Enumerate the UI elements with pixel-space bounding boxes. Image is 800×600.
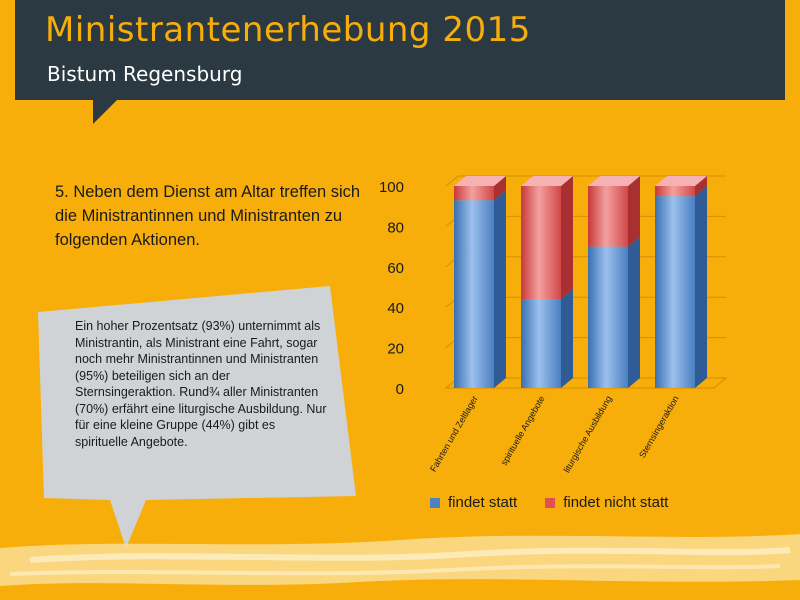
question-text: 5. Neben dem Dienst am Altar treffen sic… (55, 183, 361, 249)
legend-label-findet-statt: findet statt (448, 494, 518, 511)
bar-segment (521, 186, 561, 300)
brush-stroke-decoration (0, 534, 800, 586)
bar-segment (588, 246, 628, 388)
bar-segment (655, 196, 695, 388)
legend-item-findet-nicht-statt: findet nicht statt (545, 494, 668, 511)
bar-top (655, 176, 707, 186)
gridline-diag (445, 175, 459, 187)
header-tab-decoration (93, 100, 117, 124)
bar-top (454, 176, 506, 186)
bar-segment (655, 186, 695, 197)
callout-bubble (38, 286, 356, 548)
page-title: Ministrantenerhebung 2015 (45, 10, 531, 50)
x-tick-label: Sternsingeraktion (637, 394, 681, 460)
callout-text: Ein hoher Prozentsatz (93%) unternimmt a… (75, 319, 327, 449)
bar-segment-side (695, 186, 707, 388)
legend-swatch-blue (430, 497, 440, 508)
bar-segment (454, 186, 494, 201)
bar-segment-side (695, 176, 707, 197)
bar-segment-side (561, 176, 573, 300)
bar-segment-side (494, 176, 506, 201)
bar-segment (454, 200, 494, 388)
bar-segment (521, 299, 561, 388)
legend-label-findet-nicht-statt: findet nicht statt (563, 494, 669, 511)
bar-top (588, 176, 640, 186)
bar-segment-side (494, 190, 506, 388)
page-subtitle: Bistum Regensburg (47, 62, 243, 86)
y-tick-label: 40 (387, 300, 404, 317)
y-tick-label: 20 (387, 341, 404, 358)
chart-legend: findet statt findet nicht statt (430, 494, 668, 511)
bar-segment-side (561, 289, 573, 388)
bar-top (521, 176, 573, 186)
x-tick-label: Fahrten und Zeltlager (428, 394, 480, 474)
legend-item-findet-statt: findet statt (430, 494, 517, 511)
bar-segment (588, 186, 628, 247)
x-tick-label: spirituelle Angebote (499, 394, 547, 467)
slide-header: Ministrantenerhebung 2015 Bistum Regensb… (15, 0, 785, 100)
bar-segment-side (628, 176, 640, 247)
y-tick-label: 80 (387, 219, 404, 236)
y-tick-label: 0 (396, 381, 404, 398)
y-tick-label: 100 (379, 179, 404, 196)
stacked-bar-chart: 0 20 40 60 80 100 Fahrten und Zeltlager spiritu… (379, 175, 728, 474)
bar-segment-side (628, 236, 640, 388)
legend-swatch-red (545, 497, 556, 508)
y-tick-label: 60 (387, 260, 404, 277)
x-tick-label: liturgische Ausbildung (562, 394, 614, 474)
